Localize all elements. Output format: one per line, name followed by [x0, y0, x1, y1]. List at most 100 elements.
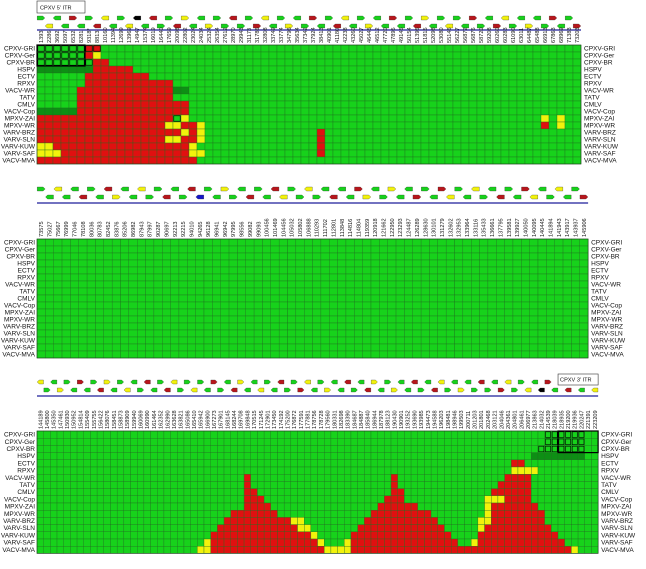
itr-cell-outline	[77, 45, 85, 52]
heatmap-cell	[150, 538, 158, 547]
heatmap-cell	[70, 524, 78, 532]
heatmap-cell	[60, 79, 70, 88]
heatmap-cell	[500, 135, 510, 144]
gene-arrow	[512, 194, 522, 200]
heatmap-cell	[187, 273, 196, 282]
gene-position-label: 178728	[319, 410, 325, 429]
heatmap-cell	[444, 128, 454, 137]
heatmap-cell	[420, 294, 430, 303]
gene-position-label: 100456	[265, 218, 271, 237]
heatmap-cell	[83, 452, 91, 460]
heatmap-cell	[50, 546, 58, 554]
gene-position-label: 5097	[63, 31, 69, 43]
gene-position-label: 141943	[557, 218, 563, 237]
heatmap-cell	[263, 481, 271, 489]
gene-arrow	[62, 194, 71, 200]
heatmap-cell	[197, 445, 205, 453]
heatmap-cell	[197, 510, 205, 518]
heatmap-cell	[52, 100, 62, 109]
heatmap-cell	[220, 121, 230, 130]
heatmap-cell	[356, 121, 366, 130]
heatmap-cell	[295, 308, 305, 317]
gene-arrow	[544, 379, 552, 385]
gene-arrow	[268, 23, 277, 29]
heatmap-cell	[500, 79, 510, 88]
heatmap-cell	[390, 459, 398, 468]
heatmap-cell	[362, 294, 372, 303]
gene-arrow	[396, 23, 405, 29]
heatmap-cell	[492, 135, 502, 144]
heatmap-cell	[276, 65, 286, 74]
heatmap-cell	[223, 531, 231, 540]
heatmap-cell	[532, 44, 542, 53]
heatmap-cell	[591, 459, 599, 468]
heatmap-cell	[579, 329, 589, 338]
heatmap-cell	[187, 238, 196, 247]
heatmap-cell	[304, 245, 313, 254]
heatmap-cell	[287, 294, 297, 303]
heatmap-cell	[337, 238, 347, 247]
heatmap-cell	[110, 531, 118, 540]
heatmap-cell	[332, 135, 342, 144]
heatmap-cell	[577, 538, 585, 547]
gene-position-label: 163628	[172, 410, 178, 429]
heatmap-cell	[220, 252, 230, 261]
gene-arrow	[188, 23, 197, 29]
heatmap-cell	[551, 459, 559, 468]
heatmap-cell	[564, 524, 572, 532]
heatmap-cell	[316, 121, 326, 130]
heatmap-cell	[332, 100, 342, 109]
heatmap-cell	[103, 438, 111, 446]
heatmap-cell	[312, 238, 322, 247]
heatmap-cell	[437, 238, 447, 247]
heatmap-cell	[379, 350, 388, 359]
heatmap-cell	[320, 350, 330, 359]
heatmap-cell	[244, 79, 254, 88]
heatmap-cell	[517, 546, 525, 554]
heatmap-cell	[512, 259, 522, 268]
heatmap-cell	[476, 79, 486, 88]
heatmap-cell	[508, 51, 518, 60]
heatmap-cell	[178, 301, 188, 310]
heatmap-cell	[380, 128, 390, 137]
heatmap-cell	[508, 93, 518, 102]
heatmap-cell	[379, 336, 388, 345]
heatmap-cell	[50, 481, 58, 489]
gene-arrow	[153, 186, 163, 192]
heatmap-cell	[157, 546, 165, 554]
heatmap-cell	[56, 430, 64, 439]
heatmap-cell	[444, 459, 452, 468]
heatmap-cell	[384, 459, 392, 468]
heatmap-cell	[262, 287, 271, 296]
heatmap-cell	[100, 149, 110, 158]
heatmap-cell	[430, 517, 438, 525]
heatmap-cell	[537, 502, 545, 511]
heatmap-cell	[562, 343, 572, 352]
heatmap-cell	[130, 445, 138, 453]
heatmap-cell	[130, 517, 138, 525]
heatmap-cell	[377, 546, 385, 554]
gene-arrow	[551, 387, 559, 393]
heatmap-cell	[350, 452, 358, 460]
heatmap-cell	[183, 546, 191, 554]
heatmap-cell	[220, 107, 230, 116]
heatmap-cell	[484, 100, 494, 109]
heatmap-cell	[572, 135, 582, 144]
heatmap-cell	[304, 430, 312, 439]
heatmap-cell	[36, 315, 46, 324]
heatmap-cell	[420, 44, 430, 53]
heatmap-cell	[95, 259, 104, 268]
heatmap-cell	[295, 336, 305, 345]
heatmap-cell	[397, 531, 405, 540]
heatmap-cell	[462, 315, 472, 324]
heatmap-cell	[428, 156, 438, 165]
heatmap-cell	[377, 438, 385, 446]
heatmap-cell	[304, 280, 313, 289]
heatmap-cell	[372, 142, 382, 151]
heatmap-cell	[417, 474, 425, 482]
gene-position-label: 47720	[383, 27, 389, 43]
heatmap-cell	[162, 252, 171, 261]
heatmap-cell	[444, 79, 454, 88]
strain-label-left: TATV	[19, 94, 35, 101]
heatmap-cell	[203, 438, 211, 446]
